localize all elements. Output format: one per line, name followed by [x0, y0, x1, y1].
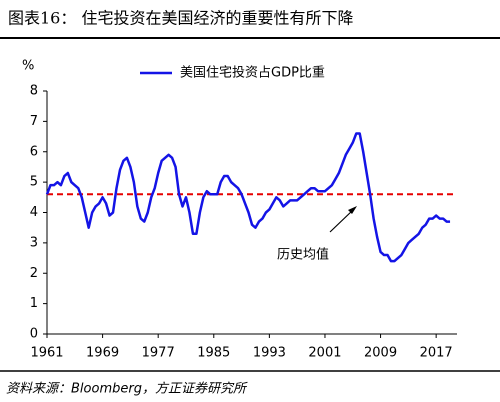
y-tick-label: 4: [30, 205, 38, 220]
x-tick-label: 2001: [308, 346, 341, 361]
chart-title: 图表16： 住宅投资在美国经济的重要性有所下降: [8, 9, 353, 28]
y-tick-label: 3: [30, 235, 38, 250]
x-tick-label: 1977: [142, 346, 175, 361]
mean-label: 历史均值: [277, 247, 329, 263]
x-tick-label: 1969: [86, 346, 119, 361]
legend-label: 美国住宅投资占GDP比重: [180, 65, 325, 81]
y-tick-label: 2: [30, 266, 38, 281]
x-tick-label: 1993: [253, 346, 286, 361]
series-line: [45, 132, 451, 263]
y-tick-label: 0: [30, 327, 38, 342]
annotation-arrow: [329, 209, 354, 233]
x-tick-label: 1961: [30, 346, 63, 361]
x-tick-label: 1985: [197, 346, 230, 361]
x-tick-label: 2017: [420, 346, 453, 361]
y-tick-label: 1: [30, 296, 38, 311]
y-tick-label: 5: [30, 175, 38, 190]
y-tick-label: 6: [30, 144, 38, 159]
y-tick-label: 8: [30, 84, 38, 99]
y-tick-label: 7: [30, 114, 38, 129]
y-axis-label: %: [22, 59, 34, 74]
source: 资料来源：Bloomberg，方正证券研究所: [6, 381, 248, 397]
arrow-head: [348, 206, 357, 214]
x-tick-label: 2009: [364, 346, 397, 361]
